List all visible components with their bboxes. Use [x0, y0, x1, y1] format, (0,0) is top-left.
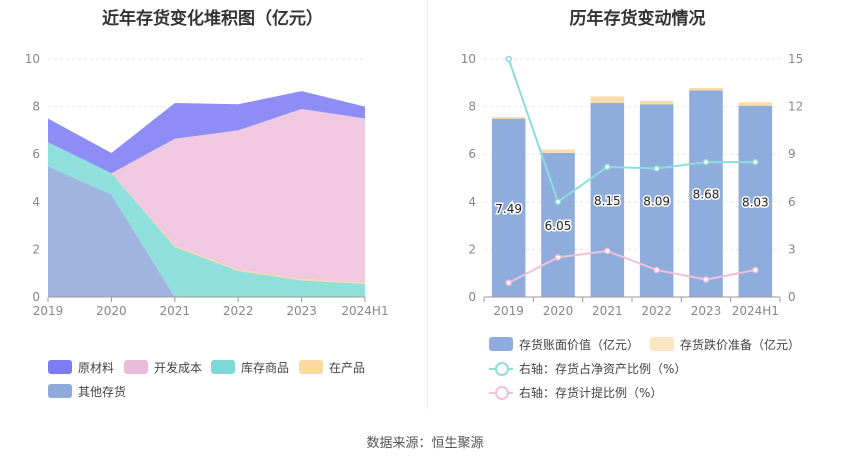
- legend-swatch: [211, 360, 235, 374]
- legend-swatch: [489, 337, 513, 351]
- area-series-原材料: [48, 91, 365, 174]
- x-tick-label: 2021: [160, 304, 191, 318]
- y2-tick-label: 9: [788, 147, 796, 161]
- legend-item-provision-ratio[interactable]: 右轴：存货计提比例（%）: [489, 384, 662, 400]
- line-point: [653, 165, 660, 172]
- right-bar-line-chart: 0 2 4 6 8 10 0 3 6 9 12 15 7.49 6.05 8.15 8.09 8.68 8.03 2…: [461, 52, 804, 318]
- line-point: [554, 254, 562, 261]
- line-point: [505, 279, 512, 286]
- y-tick-label: 6: [468, 147, 476, 161]
- x-tick-label: 2024H1: [341, 304, 388, 318]
- legend-swatch: [48, 384, 72, 398]
- line-series-右轴：存货占净资产比例（%）: [507, 58, 756, 204]
- right-chart-title: 历年存货变动情况: [569, 9, 706, 29]
- y-tick-label: 10: [25, 52, 40, 66]
- y-tick-label: 8: [468, 100, 476, 114]
- y-tick-label: 4: [468, 195, 476, 209]
- y-tick-label: 10: [461, 52, 476, 66]
- bar-impairment-provision: [689, 88, 723, 91]
- legend-item-development-cost[interactable]: 开发成本: [124, 359, 202, 375]
- y2-tick-label: 3: [788, 242, 796, 256]
- legend-item-other-inventory[interactable]: 其他存货: [48, 383, 126, 399]
- bar-data-label: 7.49: [495, 202, 522, 216]
- y2-tick-label: 6: [788, 195, 796, 209]
- bar-data-label: 8.68: [693, 188, 720, 202]
- line-series-右轴：存货计提比例（%）: [508, 249, 756, 284]
- data-source-note: 数据来源：恒生聚源: [366, 436, 484, 451]
- bar-impairment-provision: [590, 96, 625, 104]
- legend-item-impairment-provision[interactable]: 存货跌价准备（亿元）: [650, 336, 800, 352]
- panel-divider: [427, 0, 428, 410]
- y2-tick-label: 15: [788, 52, 803, 66]
- bar-book-value: [491, 118, 526, 297]
- area-series-库存商品: [48, 142, 365, 297]
- area-series-其他存货: [48, 166, 365, 297]
- legend-swatch: [124, 360, 148, 374]
- x-tick-label: 2022: [641, 304, 672, 318]
- line-point: [752, 266, 759, 274]
- y-tick-label: 2: [32, 242, 40, 256]
- x-tick-label: 2019: [33, 304, 64, 318]
- legend-item-book-value[interactable]: 存货账面价值（亿元）: [489, 336, 639, 352]
- y-tick-label: 2: [468, 242, 476, 256]
- legend-label: 开发成本: [154, 360, 203, 375]
- bar-impairment-provision: [738, 102, 773, 106]
- line-point: [604, 247, 611, 255]
- legend-item-work-in-progress[interactable]: 在产品: [299, 359, 365, 375]
- bar-data-label: 8.09: [643, 195, 670, 209]
- legend-swatch: [48, 360, 72, 374]
- legend-item-inventory-to-net-assets[interactable]: 右轴：存货占净资产比例（%）: [489, 360, 686, 376]
- line-point: [752, 158, 759, 166]
- left-stacked-area-chart: 0 2 4 6 8 10 2019 2020 2021 2022 2023 2024H1: [25, 52, 389, 318]
- y-tick-label: 0: [32, 290, 40, 304]
- bar-data-label: 8.15: [594, 194, 621, 208]
- line-point: [505, 55, 512, 63]
- x-tick-label: 2020: [543, 304, 574, 318]
- y-tick-label: 6: [32, 147, 40, 161]
- bar-data-label: 6.05: [545, 219, 572, 233]
- legend-line-swatch: [489, 385, 513, 400]
- y2-tick-label: 12: [788, 100, 803, 114]
- y-tick-label: 4: [32, 195, 40, 209]
- bar-impairment-provision: [491, 117, 526, 119]
- legend-item-raw-materials[interactable]: 原材料: [48, 359, 114, 375]
- bar-impairment-provision: [541, 149, 575, 154]
- line-point: [653, 266, 660, 274]
- bar-impairment-provision: [639, 100, 674, 105]
- x-tick-label: 2022: [223, 304, 254, 318]
- area-series-开发成本: [48, 108, 365, 283]
- x-tick-label: 2023: [286, 304, 317, 318]
- legend-label: 在产品: [329, 360, 366, 375]
- y-tick-label: 0: [468, 290, 476, 304]
- line-point: [604, 163, 611, 171]
- left-chart-title: 近年存货变化堆积图（亿元）: [102, 9, 323, 29]
- legend-line-swatch: [489, 361, 513, 376]
- legend-label: 其他存货: [78, 384, 127, 399]
- legend-label: 库存商品: [241, 360, 290, 375]
- bar-book-value: [689, 90, 723, 297]
- y-tick-label: 8: [32, 100, 40, 114]
- legend-label: 存货跌价准备（亿元）: [680, 337, 801, 352]
- legend-label: 右轴：存货占净资产比例（%）: [519, 361, 687, 376]
- bar-book-value: [541, 153, 575, 297]
- legend-label: 右轴：存货计提比例（%）: [519, 385, 663, 400]
- line-point: [702, 276, 710, 283]
- x-tick-label: 2021: [592, 304, 623, 318]
- x-tick-label: 2020: [96, 304, 127, 318]
- legend-swatch: [299, 360, 323, 374]
- x-tick-label: 2019: [493, 304, 524, 318]
- legend-label: 原材料: [78, 360, 115, 375]
- y2-tick-label: 0: [788, 290, 796, 304]
- bar-data-label: 8.03: [742, 195, 769, 209]
- legend-swatch: [650, 337, 674, 351]
- line-point: [702, 158, 710, 166]
- x-tick-label: 2023: [691, 304, 722, 318]
- legend-label: 存货账面价值（亿元）: [519, 337, 640, 352]
- bar-book-value: [590, 103, 625, 297]
- line-point: [554, 198, 562, 206]
- x-tick-label: 2024H1: [732, 304, 779, 318]
- legend-item-finished-goods[interactable]: 库存商品: [211, 359, 289, 375]
- bar-book-value: [738, 105, 773, 297]
